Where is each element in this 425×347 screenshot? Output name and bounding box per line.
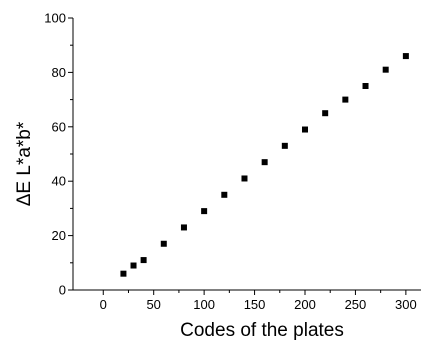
data-point (241, 175, 248, 182)
data-point (261, 159, 268, 166)
data-point (302, 126, 308, 133)
data-point (362, 83, 369, 89)
data-points (120, 53, 409, 277)
x-tick-label: 50 (146, 297, 160, 312)
data-point (201, 208, 208, 215)
x-tick-label: 100 (193, 297, 215, 312)
data-point (180, 224, 187, 231)
x-axis-title: Codes of the plates (180, 320, 344, 341)
data-point (382, 66, 389, 73)
data-point (342, 96, 349, 103)
x-tick-label: 250 (345, 297, 367, 312)
x-tick-label: 300 (395, 297, 417, 312)
data-point (160, 240, 167, 247)
data-point (120, 270, 127, 277)
y-tick-label: 20 (52, 228, 66, 243)
y-tick-label: 60 (52, 119, 66, 134)
data-point (281, 142, 288, 149)
x-tick-label: 0 (100, 297, 107, 312)
x-tick-label: 200 (294, 297, 316, 312)
y-tick-label: 0 (59, 283, 66, 298)
y-tick-label: 100 (44, 11, 66, 26)
y-tick-label: 80 (52, 65, 66, 80)
y-axis-title: ΔE L*a*b* (14, 121, 35, 206)
data-point (402, 53, 409, 60)
data-point (221, 191, 228, 198)
y-axis-ticks: 0 20 40 60 80 100 (44, 11, 73, 298)
data-point (130, 262, 137, 269)
data-point (140, 257, 147, 264)
y-tick-label: 40 (52, 174, 66, 189)
x-tick-label: 150 (244, 297, 266, 312)
data-point (322, 110, 329, 117)
x-axis-ticks: 0 50 100 150 200 250 300 (100, 290, 417, 312)
